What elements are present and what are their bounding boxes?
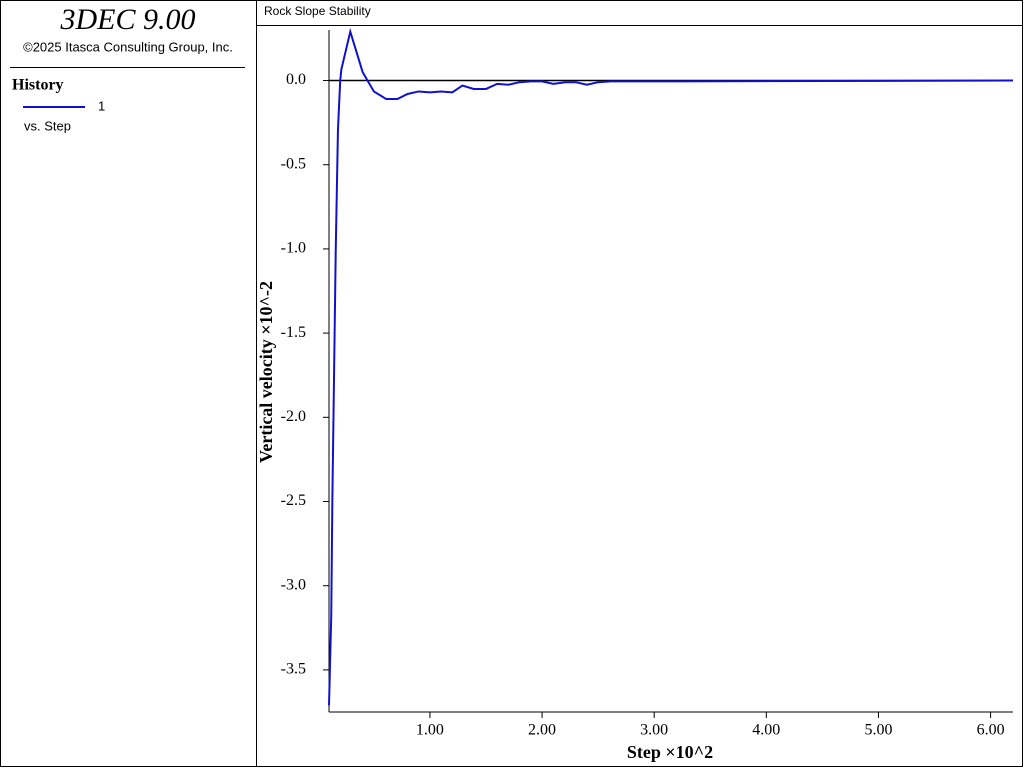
legend-vs: vs. Step: [24, 118, 71, 133]
y-tick-label: -3.0: [281, 576, 306, 593]
y-tick-label: -2.5: [281, 492, 306, 509]
app-title: 3DEC 9.00: [60, 3, 196, 36]
y-axis-label: Vertical velocity ×10^-2: [256, 281, 276, 463]
x-axis-label: Step ×10^2: [627, 742, 713, 762]
y-tick-label: -0.5: [281, 155, 306, 172]
y-tick-label: -3.5: [281, 661, 306, 678]
legend-title: History: [12, 77, 64, 94]
x-tick-label: 1.00: [416, 722, 444, 739]
y-tick-label: -1.5: [281, 324, 306, 341]
y-tick-label: 0.0: [286, 71, 306, 88]
x-tick-label: 4.00: [752, 722, 780, 739]
x-tick-label: 6.00: [977, 722, 1005, 739]
copyright: ©2025 Itasca Consulting Group, Inc.: [23, 39, 233, 54]
x-tick-label: 5.00: [864, 722, 892, 739]
y-tick-label: -1.0: [281, 240, 306, 257]
chart-title: Rock Slope Stability: [264, 4, 371, 18]
x-tick-label: 3.00: [640, 722, 668, 739]
y-tick-label: -2.0: [281, 408, 306, 425]
legend-label: 1: [98, 98, 105, 113]
x-tick-label: 2.00: [528, 722, 556, 739]
series-line: [328, 27, 1014, 706]
